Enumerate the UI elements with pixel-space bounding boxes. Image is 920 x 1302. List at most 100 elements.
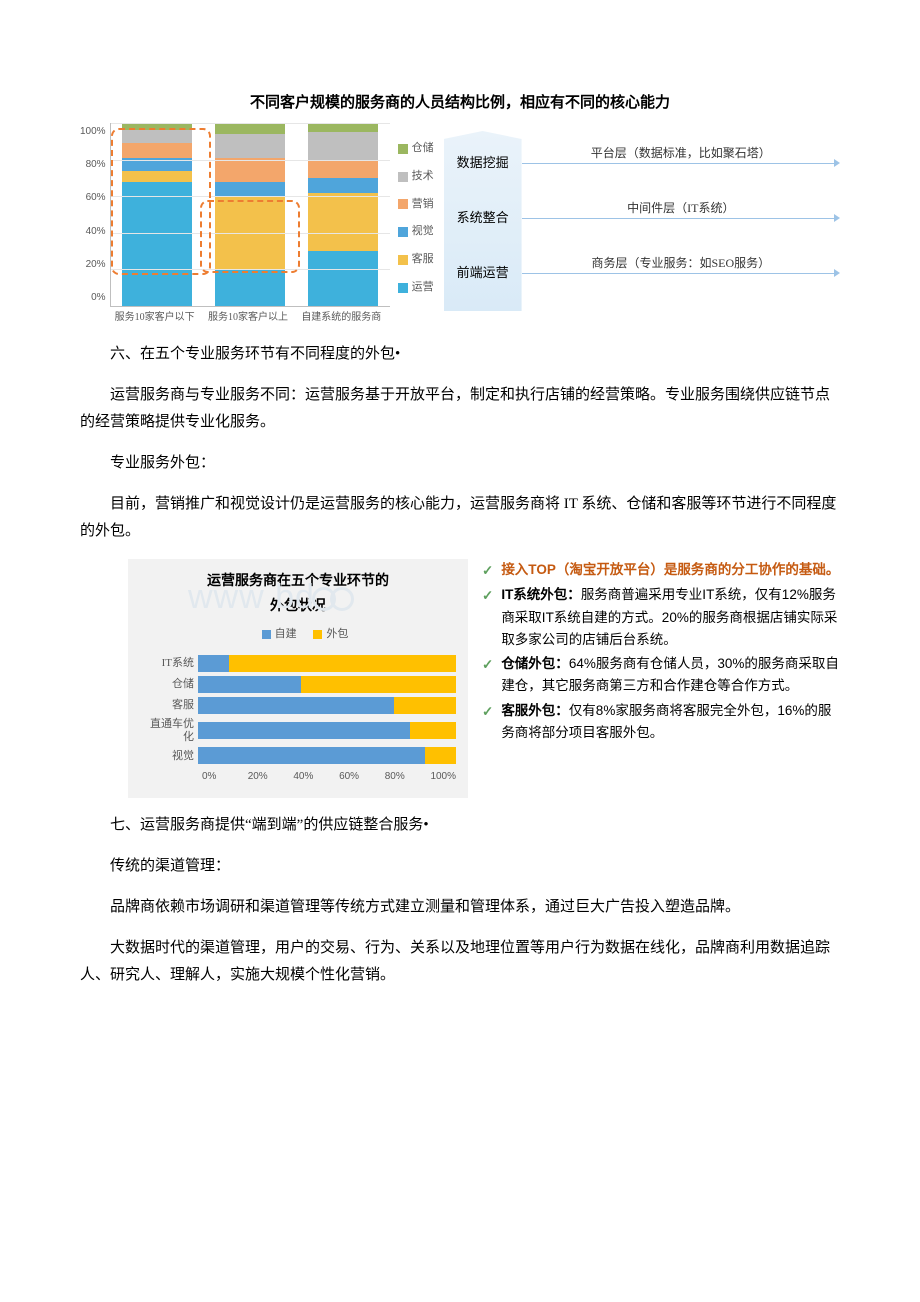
legend-label: 运营	[412, 278, 434, 298]
chart2-row: 仓储	[140, 676, 456, 693]
chart1-segment-视觉	[308, 178, 378, 193]
chart1-right-left-label: 系统整合	[444, 206, 522, 229]
legend-label: 客服	[412, 250, 434, 270]
chart2-bar-outsource	[425, 747, 456, 764]
chart1-segment-营销	[215, 158, 285, 182]
chart2-bar	[198, 722, 456, 739]
chart1-right-arrow-box: 商务层（专业服务：如SEO服务）	[522, 261, 840, 285]
chart2-row: 客服	[140, 697, 456, 714]
chart2-xtick: 80%	[385, 768, 431, 786]
chart1-segment-技术	[308, 132, 378, 161]
chart2-xtick: 40%	[293, 768, 339, 786]
chart2-bar	[198, 747, 456, 764]
chart1-plot	[110, 123, 390, 307]
chart2-bar-self	[198, 747, 425, 764]
chart1-right-row: 前端运营商务层（专业服务：如SEO服务）	[444, 245, 840, 300]
chart1-legend-item: 营销	[398, 195, 434, 215]
chart1-legend: 仓储技术营销视觉客服运营	[398, 131, 434, 307]
chart2-bar-outsource	[410, 722, 456, 739]
chart1-ytick: 0%	[91, 289, 105, 307]
legend-label: 营销	[412, 195, 434, 215]
chart2-bar	[198, 655, 456, 672]
chart2-panel: www bd 运营服务商在五个专业环节的外包状况 自建 外包 IT系统仓储客服直…	[128, 559, 468, 798]
chart1-segment-技术	[122, 130, 192, 143]
chart1-segment-仓储	[215, 123, 285, 134]
legend-swatch	[398, 227, 408, 237]
chart1-right-left-label: 前端运营	[444, 261, 522, 284]
chart1-legend-item: 客服	[398, 250, 434, 270]
chart2-xtick: 60%	[339, 768, 385, 786]
chart2-bar	[198, 697, 456, 714]
chart1-bar	[215, 123, 285, 306]
chart1-legend-item: 技术	[398, 167, 434, 187]
bullet-item: ✓IT系统外包：服务商普遍采用专业IT系统，仅有12%服务商采取IT系统自建的方…	[482, 584, 840, 651]
legend-label: 视觉	[412, 222, 434, 242]
legend-swatch	[398, 199, 408, 209]
paragraph: 品牌商依赖市场调研和渠道管理等传统方式建立测量和管理体系，通过巨大广告投入塑造品…	[80, 894, 840, 921]
chart1-right-text: 中间件层（IT系统）	[532, 198, 830, 220]
check-icon: ✓	[482, 560, 493, 582]
chart2-row: 直通车优化	[140, 718, 456, 743]
legend-label: 技术	[412, 167, 434, 187]
heading-6: 六、在五个专业服务环节有不同程度的外包•	[80, 341, 840, 368]
bullet-item: ✓客服外包：仅有8%家服务商将客服完全外包，16%的服务商将部分项目客服外包。	[482, 700, 840, 745]
paragraph: 目前，营销推广和视觉设计仍是运营服务的核心能力，运营服务商将 IT 系统、仓储和…	[80, 491, 840, 545]
chart1-segment-运营	[308, 251, 378, 306]
bullet-item: ✓仓储外包：64%服务商有仓储人员，30%的服务商采取自建仓，其它服务商第三方和…	[482, 653, 840, 698]
paragraph: 传统的渠道管理：	[80, 853, 840, 880]
chart1-right-row: 数据挖掘平台层（数据标准，比如聚石塔）	[444, 135, 840, 190]
chart2-bar-self	[198, 697, 394, 714]
chart1-container: 100%80%60%40%20%0% 仓储技术营销视觉客服运营 服务10家客户以…	[80, 123, 840, 327]
chart1-right-left-label: 数据挖掘	[444, 151, 522, 174]
chart1-xtick: 自建系统的服务商	[296, 309, 386, 327]
chart2-bar-self	[198, 676, 301, 693]
chart2-bar-self	[198, 655, 229, 672]
chart2-xtick: 100%	[430, 768, 456, 786]
chart1-legend-item: 运营	[398, 278, 434, 298]
chart2-x-axis: 0%20%40%60%80%100%	[202, 768, 456, 786]
chart1-bar	[308, 123, 378, 306]
chart1-segment-营销	[308, 161, 378, 177]
chart1-y-axis: 100%80%60%40%20%0%	[80, 123, 110, 307]
chart1-ytick: 20%	[86, 256, 106, 274]
chart1-right-arrow-box: 中间件层（IT系统）	[522, 206, 840, 230]
chart1-segment-客服	[308, 193, 378, 252]
chart2-title: 运营服务商在五个专业环节的外包状况	[140, 569, 456, 619]
bullet-item: ✓接入TOP（淘宝开放平台）是服务商的分工协作的基础。	[482, 559, 840, 582]
chart1-x-axis: 服务10家客户以下服务10家客户以上自建系统的服务商	[108, 309, 388, 327]
bullet-text: IT系统外包：服务商普遍采用专业IT系统，仅有12%服务商采取IT系统自建的方式…	[501, 584, 840, 651]
chart2-bar-outsource	[301, 676, 456, 693]
chart2-bar	[198, 676, 456, 693]
bullet-text: 仓储外包：64%服务商有仓储人员，30%的服务商采取自建仓，其它服务商第三方和合…	[501, 653, 840, 698]
chart2-bar-self	[198, 722, 410, 739]
chart1-segment-视觉	[215, 182, 285, 197]
chart1-right-panel: 数据挖掘平台层（数据标准，比如聚石塔） 系统整合中间件层（IT系统） 前端运营商务层…	[444, 123, 840, 323]
legend-label: 仓储	[412, 139, 434, 159]
chart1-right-arrow-box: 平台层（数据标准，比如聚石塔）	[522, 151, 840, 175]
chart1-segment-运营	[122, 182, 192, 306]
check-icon: ✓	[482, 585, 493, 651]
chart1-segment-运营	[215, 269, 285, 306]
chart1-title: 不同客户规模的服务商的人员结构比例，相应有不同的核心能力	[80, 90, 840, 117]
bullet-list: ✓接入TOP（淘宝开放平台）是服务商的分工协作的基础。✓IT系统外包：服务商普遍…	[468, 559, 840, 798]
paragraph: 专业服务外包：	[80, 450, 840, 477]
check-icon: ✓	[482, 654, 493, 698]
chart1-segment-仓储	[308, 123, 378, 132]
paragraph: 运营服务商与专业服务不同：运营服务基于开放平台，制定和执行店铺的经营策略。专业服…	[80, 382, 840, 436]
chart1-segment-仓储	[122, 123, 192, 130]
chart2-row-label: 仓储	[140, 678, 198, 691]
chart2-container: www bd 运营服务商在五个专业环节的外包状况 自建 外包 IT系统仓储客服直…	[128, 559, 840, 798]
chart1-ytick: 100%	[80, 123, 106, 141]
chart2-row: 视觉	[140, 747, 456, 764]
chart2-row: IT系统	[140, 655, 456, 672]
chart2-row-label: IT系统	[140, 657, 198, 670]
legend-swatch	[398, 255, 408, 265]
chart2-row-label: 客服	[140, 699, 198, 712]
chart1-segment-技术	[215, 134, 285, 158]
legend-swatch	[398, 172, 408, 182]
chart1-ytick: 40%	[86, 223, 106, 241]
chart1-ytick: 60%	[86, 189, 106, 207]
chart2-row-label: 视觉	[140, 750, 198, 763]
check-icon: ✓	[482, 701, 493, 745]
chart2-bar-outsource	[229, 655, 456, 672]
